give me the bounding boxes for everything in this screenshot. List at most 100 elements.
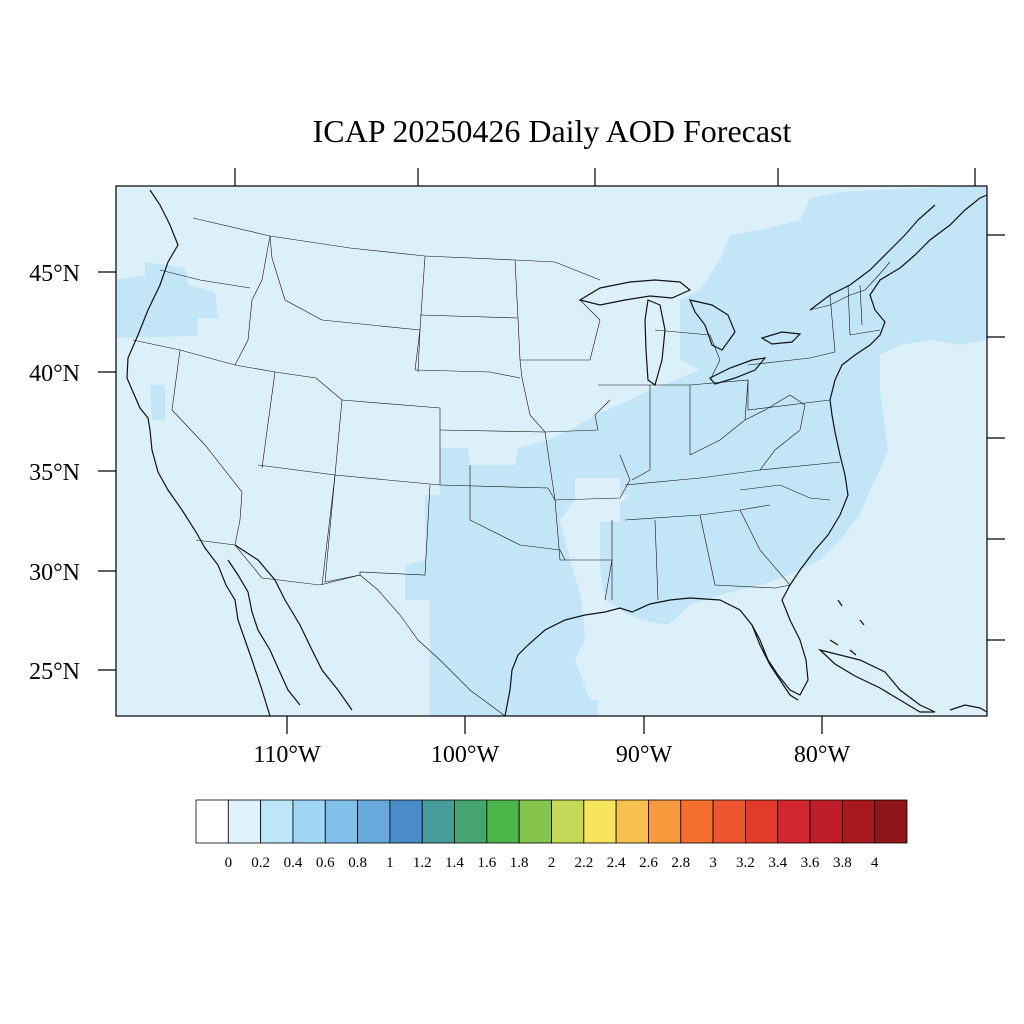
ar-la-border [554,499,613,601]
ga-border [699,509,791,589]
pacific-coastline [126,189,271,717]
colorbar-tick-label: 1 [386,855,394,871]
colorbar-swatch [389,799,423,844]
lon-label: 110°W [253,742,321,768]
colorbar-swatch [615,799,649,844]
ca-nv-border [171,349,243,546]
lake-huron [688,299,736,351]
colorbar-tick-label: 3.6 [801,855,820,871]
colorbar-tick-label: 0.6 [316,855,335,871]
id-mt-border [269,235,323,321]
mexico-mainland-coast [234,544,353,711]
bahamas [829,599,865,656]
mo-border [544,431,631,501]
colorbar-tick-label: 0.8 [348,855,367,871]
dakotas-west-border [414,255,426,371]
colorbar-tick-label: 2.4 [607,855,626,871]
colorbar-swatch [421,799,455,844]
colorbar-tick-label: 3.4 [768,855,787,871]
ky-tn-border [624,461,841,486]
lon-label: 80°W [794,742,851,768]
baja-gulf-coast [227,559,301,706]
colorbar-swatch [809,799,843,844]
aod-region-pacific-northwest [116,262,218,338]
mn-border [514,259,590,361]
colorbar-swatch [583,799,617,844]
colorbar-swatch [486,799,520,844]
nd-sd-border [419,314,519,319]
lon-label: 90°W [616,742,673,768]
new-england-borders [829,284,881,353]
co-border [341,399,441,485]
colorbar-swatch [227,799,262,844]
colorbar-tick-label: 1.2 [413,855,432,871]
colorbar-tick-label: 1.4 [445,855,464,871]
pa-ny-border [747,351,836,411]
carolinas-border [739,484,831,501]
aod-region-northeast-canada [680,186,987,370]
colorbar-swatch [745,799,779,844]
figure-title: ICAP 20250426 Daily AOD Forecast [313,113,792,149]
lake-erie [709,357,767,385]
tn-south-border [624,504,771,521]
colorbar-tick-label: 0.2 [251,855,270,871]
ms-al-border [611,519,659,601]
atlantic-coastline [789,194,988,586]
colorbar: 0 0.2 0.4 0.6 0.8 1 1.2 1.4 1.6 1.8 2 2.2 2.4 2.6 2.8 3… [195,799,908,871]
lat-label: 30°N [29,560,80,586]
lat-label: 45°N [29,261,80,287]
colorbar-tick-label: 0 [225,855,233,871]
colorbar-swatch [551,799,585,844]
lat-label: 40°N [29,361,80,387]
aod-region-south-central [405,390,650,716]
us-canada-border [192,217,601,281]
ok-tx-border [469,465,566,561]
bottom-ticks [286,716,823,734]
colorbar-swatch [260,799,294,844]
colorbar-swatch [357,799,391,844]
colorbar-swatch [777,799,811,844]
coastlines [126,189,988,717]
colorbar-swatch [292,799,326,844]
colorbar-tick-label: 1.8 [510,855,529,871]
lake-ontario [760,331,802,345]
il-border [598,384,651,481]
longitude-labels: 110°W 100°W 90°W 80°W [253,742,850,768]
colorbar-swatch [648,799,682,844]
colorbar-swatch [680,799,714,844]
colorbar-tick-label: 3 [709,855,717,871]
colorbar-swatch [324,799,358,844]
lat-label: 35°N [29,460,80,486]
aod-region-gulf [530,700,598,716]
aod-shaded-regions [116,186,987,716]
colorbar-tick-label: 1.6 [477,855,496,871]
colorbar-tick-label: 4 [871,855,879,871]
state-boundaries [132,217,891,717]
nm-border [324,474,431,583]
michigan-border [654,329,721,381]
ne-ks-border [439,429,546,433]
left-ticks [98,271,116,671]
colorbar-swatch [841,799,876,844]
lat-label: 25°N [29,659,80,685]
colorbar-swatch [874,799,908,844]
colorbar-tick-label: 2.8 [671,855,690,871]
colorbar-swatch [454,799,488,844]
wa-id-border [234,235,271,366]
cuba [817,648,936,713]
florida-coast [751,624,799,701]
aod-region-eastern-us [600,270,987,625]
colorbar-swatch [712,799,746,844]
us-canada-border-east [809,261,891,311]
st-lawrence-coast [809,204,936,311]
top-ticks [234,168,976,186]
wi-border [579,299,601,361]
ks-ok-border [439,484,556,501]
colorbar-tick-label: 2.2 [574,855,593,871]
colorbar-swatch [195,799,229,844]
aod-region-arkansas [575,478,620,522]
map-panel: 45°N 40°N 35°N 30°N 25°N 110°W 100°W 90°… [29,168,1005,768]
va-wv-border [744,394,806,471]
latitude-labels: 45°N 40°N 35°N 30°N 25°N [29,261,80,685]
us-mexico-border [195,539,506,717]
